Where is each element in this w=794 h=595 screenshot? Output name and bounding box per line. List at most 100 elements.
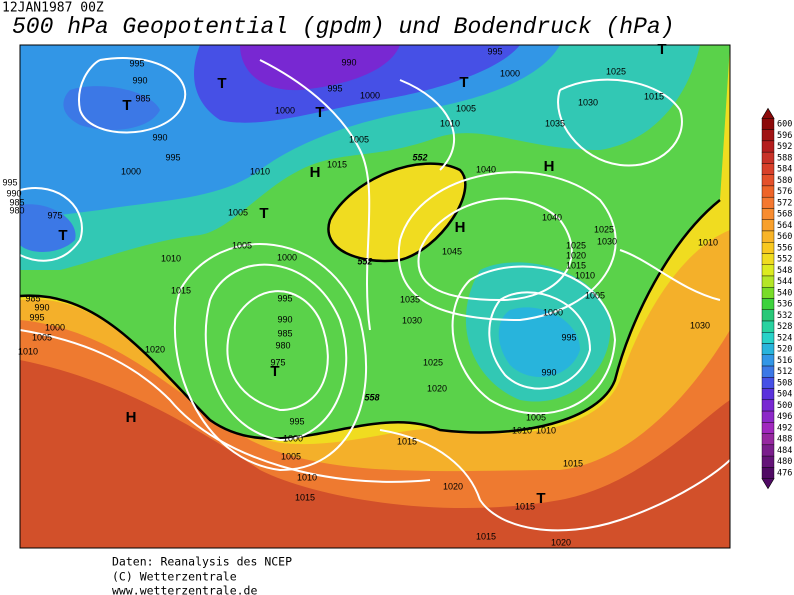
pressure-center: T bbox=[657, 41, 666, 58]
isobar-label: 1040 bbox=[476, 164, 496, 174]
isobar-label: 990 bbox=[34, 302, 49, 312]
isobar-label: 1000 bbox=[275, 105, 295, 115]
isobar-label: 975 bbox=[47, 210, 62, 220]
legend-swatch bbox=[761, 118, 775, 130]
legend-level-label: 584 bbox=[777, 165, 792, 175]
isobar-label: 995 bbox=[487, 46, 502, 56]
legend-level-label: 556 bbox=[777, 243, 792, 253]
isobar-label: 980 bbox=[275, 340, 290, 350]
legend-level-label: 564 bbox=[777, 221, 792, 231]
isobar-label: 1020 bbox=[145, 344, 165, 354]
legend-level-label: 504 bbox=[777, 390, 792, 400]
legend-level-label: 576 bbox=[777, 187, 792, 197]
isobar-label: 1015 bbox=[295, 492, 315, 502]
legend-swatch bbox=[761, 365, 775, 378]
legend-swatch bbox=[761, 185, 775, 198]
isobar-label: 1015 bbox=[515, 501, 535, 511]
legend-swatch bbox=[761, 140, 775, 153]
isobar-label: 1020 bbox=[427, 383, 447, 393]
isobar-label: 1010 bbox=[536, 425, 556, 435]
isobar-label: 1010 bbox=[698, 237, 718, 247]
isobar-label: 1010 bbox=[575, 270, 595, 280]
isobar-label: 1000 bbox=[121, 166, 141, 176]
legend-swatch bbox=[761, 174, 775, 187]
legend-level-label: 492 bbox=[777, 423, 792, 433]
isobar-label: 995 bbox=[2, 177, 17, 187]
isobar-label: 1025 bbox=[566, 240, 586, 250]
legend-swatch bbox=[761, 444, 775, 457]
isobar-label: 985 bbox=[277, 328, 292, 338]
isobar-label: 995 bbox=[289, 416, 304, 426]
isobar-label: 1000 bbox=[45, 322, 65, 332]
legend-level-label: 520 bbox=[777, 345, 792, 355]
legend-level-label: 540 bbox=[777, 288, 792, 298]
legend-swatch bbox=[761, 320, 775, 333]
isobar-label: 1010 bbox=[297, 472, 317, 482]
isobar-label: 1030 bbox=[578, 97, 598, 107]
legend-level-label: 508 bbox=[777, 378, 792, 388]
legend-level-label: 596 bbox=[777, 131, 792, 141]
isobar-label: 1005 bbox=[32, 332, 52, 342]
isobar-label: 985 bbox=[135, 93, 150, 103]
isobar-label: 995 bbox=[165, 152, 180, 162]
legend-level-label: 536 bbox=[777, 300, 792, 310]
pressure-center: T bbox=[58, 227, 67, 244]
date-label: 12JAN1987 00Z bbox=[2, 1, 104, 16]
isobar-label: 1015 bbox=[171, 285, 191, 295]
legend-level-label: 600 bbox=[777, 120, 792, 130]
legend-swatch bbox=[761, 399, 775, 412]
isobar-label: 990 bbox=[6, 188, 21, 198]
legend-swatch bbox=[761, 433, 775, 446]
legend-swatch bbox=[761, 151, 775, 164]
legend-level-label: 480 bbox=[777, 457, 792, 467]
isobar-label: 995 bbox=[561, 332, 576, 342]
isobar-label: 1035 bbox=[400, 294, 420, 304]
legend-level-label: 552 bbox=[777, 255, 792, 265]
legend-swatch bbox=[761, 388, 775, 401]
isobar-label: 1005 bbox=[228, 207, 248, 217]
pressure-center: H bbox=[310, 164, 321, 181]
legend-swatch bbox=[761, 219, 775, 232]
legend-level-label: 588 bbox=[777, 153, 792, 163]
isobar-label: 1025 bbox=[423, 357, 443, 367]
isobar-label: 995 bbox=[129, 58, 144, 68]
map-field bbox=[20, 45, 730, 548]
isobar-label: 1045 bbox=[442, 246, 462, 256]
legend-swatch bbox=[761, 343, 775, 355]
legend-level-label: 548 bbox=[777, 266, 792, 276]
legend-swatch bbox=[761, 253, 775, 265]
legend-level-label: 500 bbox=[777, 401, 792, 411]
legend-swatch bbox=[761, 422, 775, 434]
legend-swatch bbox=[761, 163, 775, 175]
legend-swatch bbox=[761, 332, 775, 344]
isobar-label: 1000 bbox=[283, 433, 303, 443]
legend-level-label: 560 bbox=[777, 232, 792, 242]
map-frame bbox=[19, 44, 731, 549]
pressure-center: H bbox=[544, 158, 555, 175]
isobar-label: 985 bbox=[9, 197, 24, 207]
isobar-label: 975 bbox=[270, 357, 285, 367]
legend-arrow-top bbox=[761, 107, 775, 119]
legend-level-label: 528 bbox=[777, 322, 792, 332]
isobar-label: 995 bbox=[277, 293, 292, 303]
isobar-label: 1010 bbox=[512, 425, 532, 435]
legend-level-label: 580 bbox=[777, 176, 792, 186]
legend-swatch bbox=[761, 230, 775, 243]
isobar-label: 980 bbox=[9, 205, 24, 215]
isobar-label: 1030 bbox=[690, 320, 710, 330]
legend-level-label: 484 bbox=[777, 446, 792, 456]
footer-line: Daten: Reanalysis des NCEP bbox=[112, 555, 292, 569]
pressure-center: H bbox=[126, 409, 137, 426]
isobar-label: 1015 bbox=[476, 531, 496, 541]
pressure-center: T bbox=[315, 104, 324, 121]
isobar-label: 990 bbox=[541, 367, 556, 377]
isobar-label: 1000 bbox=[543, 307, 563, 317]
footer-line: (C) Wetterzentrale bbox=[112, 570, 237, 584]
legend-swatch bbox=[761, 275, 775, 288]
legend-swatch bbox=[761, 264, 775, 277]
isobar-label: 1010 bbox=[161, 253, 181, 263]
isobar-label: 990 bbox=[132, 75, 147, 85]
legend-swatch bbox=[761, 410, 775, 423]
isobar-label: 1015 bbox=[566, 260, 586, 270]
